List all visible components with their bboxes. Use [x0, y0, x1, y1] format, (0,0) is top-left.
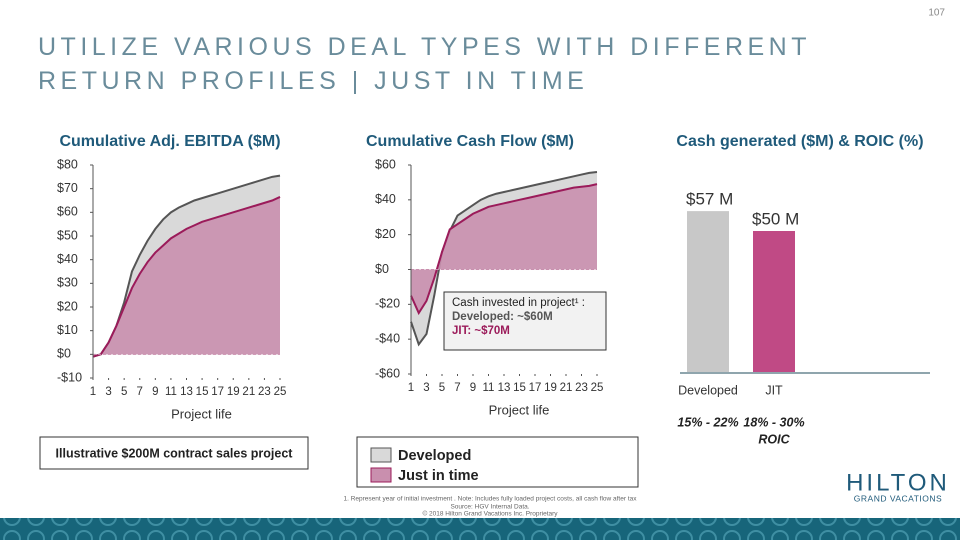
- legend-swatch: [370, 447, 392, 463]
- roic-label: 18% - 30%: [743, 415, 804, 429]
- y-tick-label: $20: [57, 299, 78, 313]
- logo: HILTON: [846, 469, 950, 496]
- x-tick-label: 17: [211, 386, 224, 398]
- y-tick-label: $60: [375, 157, 396, 171]
- area-fill: [411, 184, 597, 314]
- x-tick-label: 11: [483, 382, 495, 394]
- y-tick-label: $40: [57, 252, 78, 266]
- x-tick-label: 9: [470, 382, 476, 394]
- callout: Illustrative $200M contract sales projec…: [56, 446, 294, 460]
- y-tick-label: $30: [57, 276, 78, 290]
- x-tick-label: 21: [242, 386, 255, 398]
- y-tick-label: $0: [375, 262, 389, 276]
- page-number: 107: [928, 8, 945, 19]
- annotation: Developed: ~$60M: [452, 311, 553, 323]
- x-axis-label: Project life: [171, 406, 232, 421]
- x-tick-label: 7: [454, 382, 460, 394]
- annotation: Cash invested in project¹ :: [452, 297, 585, 309]
- x-tick-label: 5: [121, 386, 127, 398]
- y-tick-label: $10: [57, 323, 78, 337]
- chart-title: Cumulative Cash Flow ($M): [366, 133, 574, 150]
- value-label: $50 M: [752, 209, 799, 228]
- x-tick-label: 19: [227, 386, 240, 398]
- x-tick-label: 13: [180, 386, 193, 398]
- x-tick-label: Developed: [678, 383, 738, 397]
- x-tick-label: 19: [544, 382, 557, 394]
- x-tick-label: 1: [90, 386, 96, 398]
- annotation-box: [443, 291, 607, 351]
- x-tick-label: 21: [560, 382, 573, 394]
- roic-label: 15% - 22%: [677, 415, 738, 429]
- y-tick-label: -$40: [375, 331, 400, 345]
- legend-box: [356, 436, 639, 488]
- x-tick-label: 9: [152, 386, 158, 398]
- x-tick-label: 5: [439, 382, 445, 394]
- legend-label: Just in time: [398, 468, 479, 484]
- roic-title: ROIC: [758, 432, 790, 446]
- x-tick-label: 13: [498, 382, 511, 394]
- x-tick-label: 25: [591, 382, 604, 394]
- slide-title: UTILIZE VARIOUS DEAL TYPES WITH DIFFEREN…: [38, 33, 811, 95]
- series-line: [92, 174, 281, 358]
- x-tick-label: 25: [274, 386, 287, 398]
- y-tick-label: $60: [57, 205, 78, 219]
- footer-band: [0, 518, 960, 540]
- footnote: © 2018 Hilton Grand Vacations Inc. Propr…: [422, 510, 558, 518]
- x-tick-label: JIT: [765, 383, 783, 397]
- y-tick-label: -$20: [375, 297, 400, 311]
- bar: [687, 211, 729, 373]
- value-label: $57 M: [686, 190, 733, 209]
- x-tick-label: 15: [196, 386, 209, 398]
- y-tick-label: $80: [57, 157, 78, 171]
- x-tick-label: 3: [105, 386, 111, 398]
- series-line: [410, 183, 598, 316]
- footnote: 1. Represent year of initial investment …: [343, 496, 637, 503]
- x-tick-label: 15: [513, 382, 526, 394]
- legend-label: Developed: [398, 448, 471, 464]
- bar: [753, 231, 795, 373]
- logo-sub: GRAND VACATIONS: [854, 493, 942, 503]
- y-tick-label: $20: [375, 227, 396, 241]
- x-tick-label: 11: [165, 386, 177, 398]
- series-line: [92, 196, 281, 358]
- x-tick-label: 1: [408, 382, 414, 394]
- y-tick-label: $70: [57, 181, 78, 195]
- x-tick-label: 17: [529, 382, 542, 394]
- legend-swatch: [370, 467, 392, 483]
- y-tick-label: $50: [57, 228, 78, 242]
- x-tick-label: 23: [258, 386, 271, 398]
- area-fill: [93, 196, 280, 357]
- x-tick-label: 3: [423, 382, 429, 394]
- footnote: Source: HGV Internal Data.: [450, 504, 529, 511]
- x-tick-label: 23: [575, 382, 588, 394]
- x-tick-label: 7: [137, 386, 143, 398]
- chart-title: Cash generated ($M) & ROIC (%): [676, 133, 923, 150]
- y-tick-label: $40: [375, 192, 396, 206]
- y-tick-label: -$10: [57, 370, 82, 384]
- x-axis-label: Project life: [489, 402, 550, 417]
- y-tick-label: -$60: [375, 366, 400, 380]
- annotation: JIT: ~$70M: [452, 325, 510, 337]
- callout-box: [39, 436, 309, 470]
- y-tick-label: $0: [57, 347, 71, 361]
- chart-title: Cumulative Adj. EBITDA ($M): [59, 133, 280, 150]
